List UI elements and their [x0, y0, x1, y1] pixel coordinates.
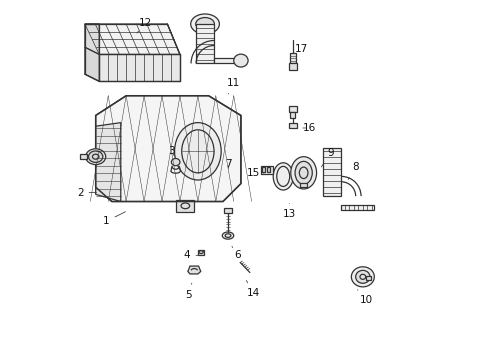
Bar — [300, 183, 306, 187]
Ellipse shape — [233, 54, 247, 67]
Text: 2: 2 — [77, 188, 96, 198]
Text: 10: 10 — [357, 290, 372, 305]
Text: 8: 8 — [347, 162, 358, 179]
Ellipse shape — [355, 270, 369, 283]
Text: 7: 7 — [224, 159, 231, 169]
Bar — [365, 276, 370, 280]
Text: 15: 15 — [246, 168, 264, 178]
Ellipse shape — [294, 161, 312, 184]
Ellipse shape — [290, 157, 316, 189]
Ellipse shape — [171, 158, 180, 166]
Text: 16: 16 — [302, 123, 315, 133]
Polygon shape — [96, 123, 121, 202]
Polygon shape — [176, 200, 194, 212]
Text: 6: 6 — [231, 246, 240, 260]
Bar — [289, 53, 295, 63]
Text: 11: 11 — [226, 78, 240, 94]
Text: 13: 13 — [282, 203, 295, 219]
Text: 3: 3 — [167, 146, 174, 156]
Bar — [261, 167, 265, 172]
Polygon shape — [85, 47, 99, 81]
Ellipse shape — [174, 123, 221, 180]
Bar — [266, 167, 270, 172]
Polygon shape — [85, 24, 99, 54]
Polygon shape — [96, 96, 241, 202]
Text: 17: 17 — [295, 44, 308, 60]
Ellipse shape — [85, 149, 105, 165]
Bar — [288, 123, 296, 128]
Ellipse shape — [195, 18, 214, 31]
Bar — [260, 166, 273, 174]
Polygon shape — [196, 24, 214, 63]
Ellipse shape — [222, 232, 233, 239]
Polygon shape — [99, 54, 180, 81]
Bar — [198, 250, 204, 255]
Polygon shape — [85, 24, 180, 54]
Ellipse shape — [351, 267, 373, 287]
Bar — [290, 112, 295, 118]
Text: 4: 4 — [183, 250, 198, 260]
Text: 14: 14 — [246, 280, 260, 298]
Polygon shape — [80, 154, 87, 159]
Polygon shape — [187, 266, 201, 274]
Bar — [224, 208, 231, 213]
Ellipse shape — [88, 151, 102, 162]
Polygon shape — [214, 58, 241, 63]
Text: 12: 12 — [137, 18, 152, 33]
Text: 5: 5 — [185, 283, 192, 300]
Bar — [288, 63, 296, 70]
Text: 1: 1 — [103, 212, 125, 226]
Polygon shape — [323, 148, 341, 196]
Ellipse shape — [273, 163, 293, 190]
Polygon shape — [341, 205, 373, 211]
Bar — [288, 107, 296, 112]
Text: 9: 9 — [321, 148, 333, 167]
Ellipse shape — [190, 14, 219, 34]
